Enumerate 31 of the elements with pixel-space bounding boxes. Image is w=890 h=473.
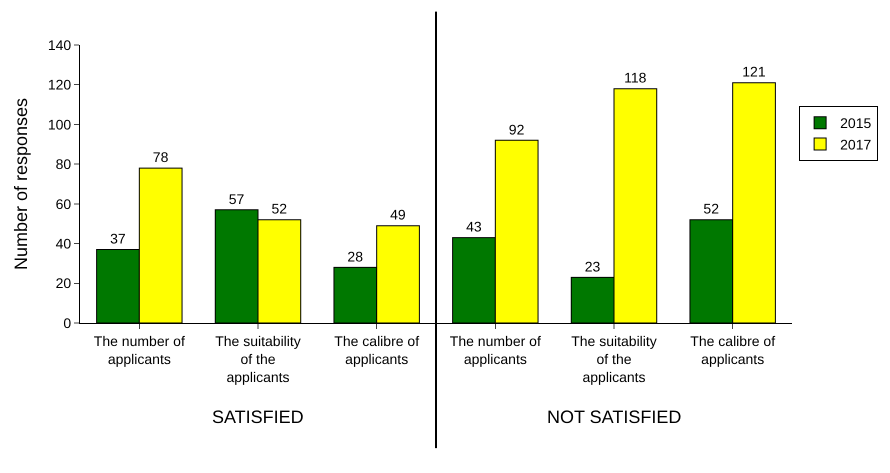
y-axis-title: Number of responses bbox=[11, 98, 32, 270]
legend-label: 2015 bbox=[840, 115, 872, 132]
text: NOT SATISFIED bbox=[547, 407, 682, 427]
data-label: 121 bbox=[742, 64, 766, 80]
y-tick-label: 100 bbox=[48, 116, 72, 132]
y-tick-label: 80 bbox=[56, 156, 72, 172]
x-tick-label: The suitability of the applicants bbox=[215, 332, 301, 386]
data-label: 23 bbox=[584, 258, 601, 274]
data-label: 52 bbox=[703, 200, 720, 217]
data-label: 49 bbox=[390, 206, 406, 223]
x-tick-label: The calibre of applicants bbox=[690, 332, 776, 367]
data-label: 92 bbox=[508, 121, 525, 138]
text: SATISFIED bbox=[212, 407, 304, 427]
y-tick-label: 60 bbox=[56, 196, 72, 212]
data-label: 118 bbox=[624, 70, 647, 86]
y-tick-label: 40 bbox=[56, 235, 72, 252]
data-label: 37 bbox=[110, 230, 126, 247]
y-tick-label: 120 bbox=[48, 76, 72, 93]
legend-label: 2017 bbox=[840, 136, 872, 152]
x-tick-label: The suitability of the applicants bbox=[571, 332, 657, 386]
x-tick-label: The number of applicants bbox=[94, 332, 185, 367]
data-label: 28 bbox=[347, 248, 364, 264]
data-label: 52 bbox=[271, 200, 288, 217]
x-tick-label: The number of applicants bbox=[450, 332, 541, 367]
data-label: 43 bbox=[466, 218, 482, 235]
data-label: 78 bbox=[152, 149, 169, 166]
data-label: 57 bbox=[228, 190, 245, 207]
y-tick-label: 140 bbox=[48, 36, 72, 53]
y-tick-label: 20 bbox=[56, 275, 72, 292]
x-tick-label: The calibre of applicants bbox=[334, 332, 420, 367]
y-tick-label: 0 bbox=[63, 314, 72, 331]
